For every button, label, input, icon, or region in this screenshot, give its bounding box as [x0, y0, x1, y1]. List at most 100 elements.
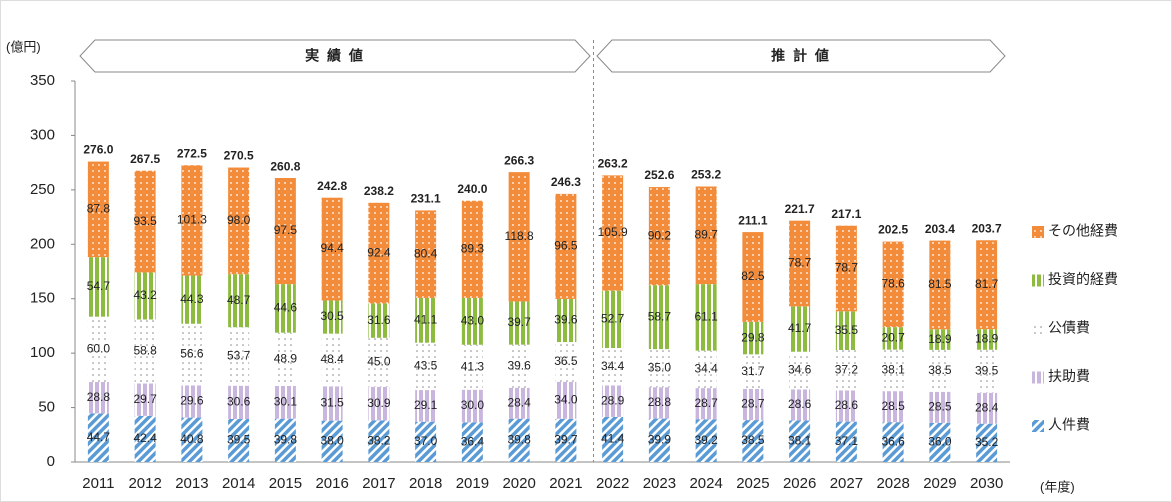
data-label: 34.6 — [788, 363, 812, 377]
y-tick-label: 100 — [30, 344, 55, 361]
y-tick-label: 350 — [30, 72, 55, 89]
bar-segment — [648, 187, 670, 286]
data-label: 56.6 — [180, 347, 204, 361]
bar-segment — [321, 300, 343, 334]
data-label: 31.7 — [741, 364, 765, 378]
bar-segment — [602, 290, 624, 349]
bar-segment — [882, 422, 904, 462]
bar-segment — [929, 391, 951, 423]
data-label: 89.7 — [694, 227, 718, 241]
bar-segment — [134, 319, 156, 384]
bar-segment — [87, 316, 109, 382]
data-label: 43.0 — [461, 314, 485, 328]
bar-segment — [648, 387, 670, 419]
bar-segment — [789, 351, 811, 390]
data-label: 29.6 — [180, 394, 204, 408]
legend-label: その他経費 — [1048, 223, 1118, 239]
bar-segment — [976, 423, 998, 462]
bar-segment — [882, 241, 904, 328]
data-label: 38.0 — [320, 433, 344, 447]
data-label: 60.0 — [87, 342, 111, 356]
bar-segment — [742, 321, 764, 355]
data-label: 101.3 — [177, 213, 207, 227]
bar-segment — [321, 386, 343, 421]
total-label: 252.6 — [644, 168, 674, 182]
bar-segment — [134, 383, 156, 416]
data-label: 28.6 — [788, 397, 812, 411]
data-label: 39.6 — [554, 313, 578, 327]
x-tick-label: 2020 — [502, 475, 535, 492]
data-label: 38.2 — [367, 433, 391, 447]
bar-segment — [742, 388, 764, 421]
banner-actual-label: 実 績 値 — [305, 48, 365, 64]
y-tick-label: 250 — [30, 181, 55, 198]
bar-segment — [835, 421, 857, 462]
x-tick-label: 2016 — [315, 475, 348, 492]
data-label: 39.9 — [648, 432, 672, 446]
bar-segment — [602, 416, 624, 462]
bar-segment — [508, 418, 530, 462]
x-tick-label: 2021 — [549, 475, 582, 492]
data-label: 28.7 — [741, 397, 765, 411]
x-tick-label: 2027 — [830, 475, 863, 492]
x-tick-label: 2030 — [970, 475, 1003, 492]
bar-segment — [695, 284, 717, 351]
data-label: 78.7 — [788, 256, 812, 270]
bar-segment — [882, 391, 904, 423]
bar-segment — [461, 389, 483, 423]
bar-segment — [648, 349, 670, 388]
bar-segment — [835, 311, 857, 350]
data-label: 87.8 — [87, 202, 111, 216]
y-tick-label: 50 — [38, 399, 55, 416]
data-label: 41.3 — [461, 359, 485, 373]
bar-segment — [181, 165, 203, 276]
bar-segment — [181, 417, 203, 462]
data-label: 48.7 — [227, 293, 251, 307]
legend-label: 人件費 — [1048, 417, 1090, 433]
data-label: 35.5 — [835, 323, 859, 337]
data-label: 20.7 — [881, 331, 905, 345]
legend-label: 扶助費 — [1048, 368, 1090, 384]
x-tick-label: 2029 — [923, 475, 956, 492]
data-label: 81.5 — [928, 277, 952, 291]
total-label: 276.0 — [83, 143, 113, 157]
data-label: 30.6 — [227, 395, 251, 409]
data-label: 52.7 — [601, 312, 625, 326]
data-label: 41.7 — [788, 321, 812, 335]
data-label: 31.5 — [320, 396, 344, 410]
data-label: 118.8 — [505, 229, 534, 243]
total-label: 203.7 — [972, 221, 1002, 235]
bar-segment — [87, 257, 109, 317]
data-label: 18.9 — [928, 332, 952, 346]
total-label: 238.2 — [364, 184, 394, 198]
data-label: 28.4 — [507, 395, 531, 409]
data-label: 36.6 — [881, 434, 905, 448]
bar-segment — [228, 167, 250, 275]
total-label: 263.2 — [598, 157, 628, 171]
bar-segment — [181, 385, 203, 418]
x-tick-label: 2019 — [456, 475, 489, 492]
data-label: 36.0 — [928, 435, 952, 449]
bar-segment — [695, 419, 717, 462]
bar-segment — [929, 329, 951, 350]
bar-segment — [461, 422, 483, 462]
bar-segment — [602, 175, 624, 291]
data-label: 105.9 — [598, 225, 628, 239]
data-label: 28.5 — [881, 399, 905, 413]
data-label: 39.7 — [507, 315, 531, 329]
bar-segment — [181, 323, 203, 386]
data-label: 39.6 — [507, 358, 531, 372]
data-label: 39.7 — [554, 433, 578, 447]
total-label: 202.5 — [878, 223, 908, 237]
data-label: 53.7 — [227, 349, 251, 363]
data-label: 28.8 — [87, 390, 111, 404]
total-label: 246.3 — [551, 175, 581, 189]
bar-segment — [415, 390, 437, 422]
legend-label: 投資的経費 — [1048, 271, 1118, 287]
bar-segment — [648, 285, 670, 350]
bar-segment — [87, 381, 109, 414]
x-tick-label: 2013 — [175, 475, 208, 492]
data-label: 34.0 — [554, 392, 578, 406]
banner-actual — [79, 39, 591, 73]
